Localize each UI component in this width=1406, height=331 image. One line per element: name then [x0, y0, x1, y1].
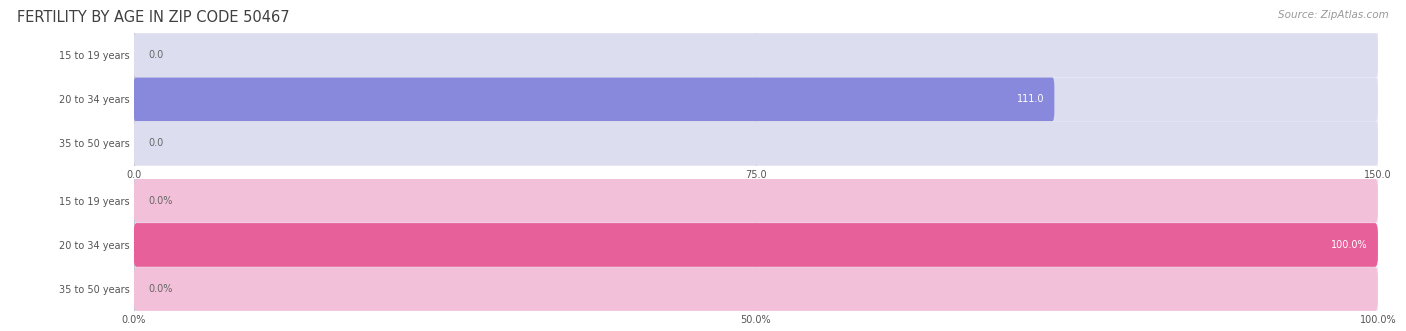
Text: 111.0: 111.0: [1017, 94, 1045, 104]
Text: 0.0%: 0.0%: [149, 196, 173, 206]
FancyBboxPatch shape: [134, 121, 1378, 165]
FancyBboxPatch shape: [134, 223, 1378, 267]
FancyBboxPatch shape: [134, 223, 1378, 267]
FancyBboxPatch shape: [134, 179, 1378, 223]
Bar: [134, 121, 1378, 166]
FancyBboxPatch shape: [134, 77, 1054, 121]
Text: 0.0%: 0.0%: [149, 284, 173, 294]
FancyBboxPatch shape: [134, 267, 1378, 311]
FancyBboxPatch shape: [134, 33, 1378, 77]
Bar: [134, 77, 1378, 121]
Bar: [134, 223, 1378, 267]
Bar: [134, 179, 1378, 223]
FancyBboxPatch shape: [134, 77, 1378, 121]
Text: Source: ZipAtlas.com: Source: ZipAtlas.com: [1278, 10, 1389, 20]
Bar: [134, 267, 1378, 311]
Text: FERTILITY BY AGE IN ZIP CODE 50467: FERTILITY BY AGE IN ZIP CODE 50467: [17, 10, 290, 25]
Text: 0.0: 0.0: [149, 138, 163, 148]
Text: 0.0: 0.0: [149, 50, 163, 60]
Text: 100.0%: 100.0%: [1331, 240, 1368, 250]
Bar: [134, 33, 1378, 77]
